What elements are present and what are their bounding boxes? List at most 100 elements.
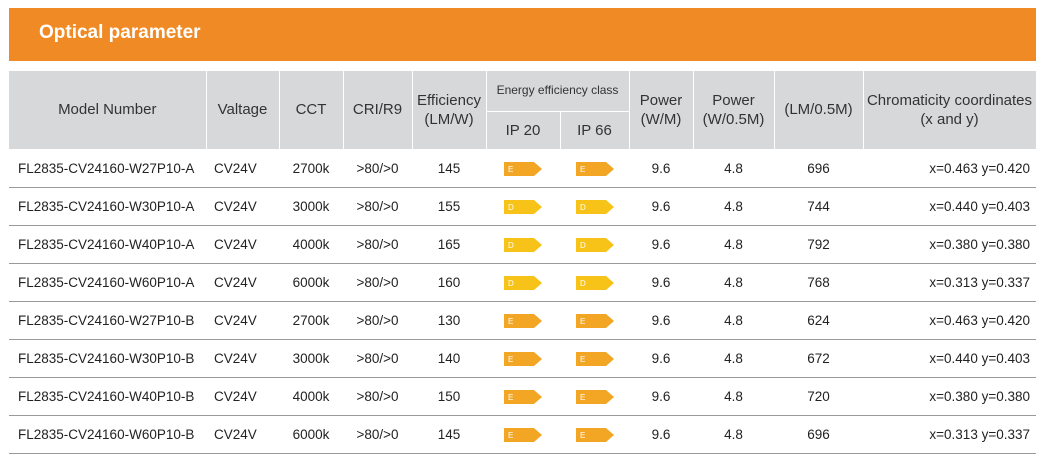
- header-energy-class: Energy efficiency class: [486, 71, 630, 112]
- ip20-class-badge: D: [504, 237, 542, 252]
- efficiency-cell: 155: [412, 187, 486, 226]
- cct-cell: 2700k: [279, 301, 343, 340]
- header-efficiency: Efficiency (LM/W): [412, 71, 487, 150]
- chromaticity-cell: x=0.463 y=0.420: [863, 301, 1036, 340]
- table-row: FL2835-CV24160-W27P10-A CV24V 2700k >80/>0 1…: [9, 149, 1036, 188]
- power-half-cell: 4.8: [693, 225, 774, 264]
- ip66-class-cell: E: [560, 415, 629, 454]
- ip66-class-cell: D: [560, 225, 629, 264]
- power-m-cell: 9.6: [629, 149, 693, 188]
- table-row: FL2835-CV24160-W30P10-A CV24V 3000k >80/>0 1…: [9, 187, 1036, 226]
- ip66-class-badge: E: [575, 161, 614, 176]
- ip66-class-cell: D: [560, 263, 629, 302]
- svg-text:E: E: [508, 355, 513, 364]
- cri-cell: >80/>0: [343, 225, 412, 264]
- ip20-class-cell: D: [486, 225, 560, 264]
- svg-text:E: E: [580, 431, 585, 440]
- ip20-class-badge: E: [504, 351, 542, 366]
- cri-cell: >80/>0: [343, 263, 412, 302]
- lm-cell: 792: [774, 225, 863, 264]
- table-row: FL2835-CV24160-W60P10-B CV24V 6000k >80/>0 1…: [9, 415, 1036, 454]
- lm-cell: 624: [774, 301, 863, 340]
- svg-text:E: E: [508, 431, 513, 440]
- ip66-class-cell: E: [560, 339, 629, 378]
- ip20-class-badge: D: [504, 199, 542, 214]
- ip20-class-cell: E: [486, 339, 560, 378]
- header-power-m: Power (W/M): [629, 71, 694, 150]
- model-cell: FL2835-CV24160-W27P10-B: [9, 301, 206, 340]
- ip66-class-cell: E: [560, 301, 629, 340]
- power-m-cell: 9.6: [629, 225, 693, 264]
- efficiency-cell: 145: [412, 415, 486, 454]
- header-ip20: IP 20: [486, 111, 561, 150]
- voltage-cell: CV24V: [206, 263, 279, 302]
- model-cell: FL2835-CV24160-W60P10-A: [9, 263, 206, 302]
- svg-text:E: E: [580, 393, 585, 402]
- model-cell: FL2835-CV24160-W30P10-B: [9, 339, 206, 378]
- svg-text:E: E: [508, 165, 513, 174]
- ip66-class-cell: D: [560, 187, 629, 226]
- ip66-class-badge: E: [575, 313, 614, 328]
- svg-text:E: E: [580, 165, 585, 174]
- cri-cell: >80/>0: [343, 339, 412, 378]
- voltage-cell: CV24V: [206, 415, 279, 454]
- chromaticity-cell: x=0.380 y=0.380: [863, 225, 1036, 264]
- table-row: FL2835-CV24160-W60P10-A CV24V 6000k >80/>0 1…: [9, 263, 1036, 302]
- table-row: FL2835-CV24160-W40P10-B CV24V 4000k >80/>0 1…: [9, 377, 1036, 416]
- cct-cell: 2700k: [279, 149, 343, 188]
- svg-text:D: D: [580, 279, 586, 288]
- model-cell: FL2835-CV24160-W27P10-A: [9, 149, 206, 188]
- header-model: Model Number: [9, 71, 207, 150]
- power-m-cell: 9.6: [629, 301, 693, 340]
- voltage-cell: CV24V: [206, 339, 279, 378]
- header-lm-half: (LM/0.5M): [774, 71, 864, 150]
- svg-text:D: D: [508, 241, 514, 250]
- ip20-class-cell: E: [486, 415, 560, 454]
- title-banner: Optical parameter: [9, 8, 1036, 61]
- table-row: FL2835-CV24160-W30P10-B CV24V 3000k >80/>0 1…: [9, 339, 1036, 378]
- ip20-class-cell: E: [486, 377, 560, 416]
- model-cell: FL2835-CV24160-W30P10-A: [9, 187, 206, 226]
- efficiency-cell: 160: [412, 263, 486, 302]
- chromaticity-cell: x=0.313 y=0.337: [863, 415, 1036, 454]
- ip20-class-cell: D: [486, 187, 560, 226]
- ip66-class-badge: D: [575, 199, 614, 214]
- chromaticity-cell: x=0.440 y=0.403: [863, 187, 1036, 226]
- voltage-cell: CV24V: [206, 149, 279, 188]
- svg-text:E: E: [580, 317, 585, 326]
- page-title: Optical parameter: [39, 22, 201, 43]
- voltage-cell: CV24V: [206, 301, 279, 340]
- cri-cell: >80/>0: [343, 187, 412, 226]
- power-half-cell: 4.8: [693, 377, 774, 416]
- svg-text:D: D: [508, 279, 514, 288]
- header-cct: CCT: [279, 71, 344, 150]
- lm-cell: 696: [774, 415, 863, 454]
- cct-cell: 3000k: [279, 339, 343, 378]
- svg-text:E: E: [508, 317, 513, 326]
- header-chromaticity: Chromaticity coordinates (x and y): [863, 71, 1037, 150]
- optical-parameter-table: Model Number Valtage CCT CRI/R9 Efficien…: [9, 71, 1037, 454]
- cri-cell: >80/>0: [343, 301, 412, 340]
- ip20-class-cell: E: [486, 301, 560, 340]
- svg-text:D: D: [580, 241, 586, 250]
- ip66-class-badge: E: [575, 389, 614, 404]
- ip66-class-cell: E: [560, 149, 629, 188]
- cri-cell: >80/>0: [343, 377, 412, 416]
- svg-text:E: E: [580, 355, 585, 364]
- svg-text:E: E: [508, 393, 513, 402]
- header-cri: CRI/R9: [343, 71, 413, 150]
- power-half-cell: 4.8: [693, 149, 774, 188]
- ip20-class-badge: E: [504, 427, 542, 442]
- model-cell: FL2835-CV24160-W40P10-A: [9, 225, 206, 264]
- power-half-cell: 4.8: [693, 339, 774, 378]
- svg-text:D: D: [580, 203, 586, 212]
- ip20-class-cell: E: [486, 149, 560, 188]
- voltage-cell: CV24V: [206, 225, 279, 264]
- cri-cell: >80/>0: [343, 149, 412, 188]
- power-m-cell: 9.6: [629, 187, 693, 226]
- lm-cell: 672: [774, 339, 863, 378]
- chromaticity-cell: x=0.313 y=0.337: [863, 263, 1036, 302]
- lm-cell: 768: [774, 263, 863, 302]
- ip66-class-badge: E: [575, 427, 614, 442]
- ip20-class-badge: E: [504, 389, 542, 404]
